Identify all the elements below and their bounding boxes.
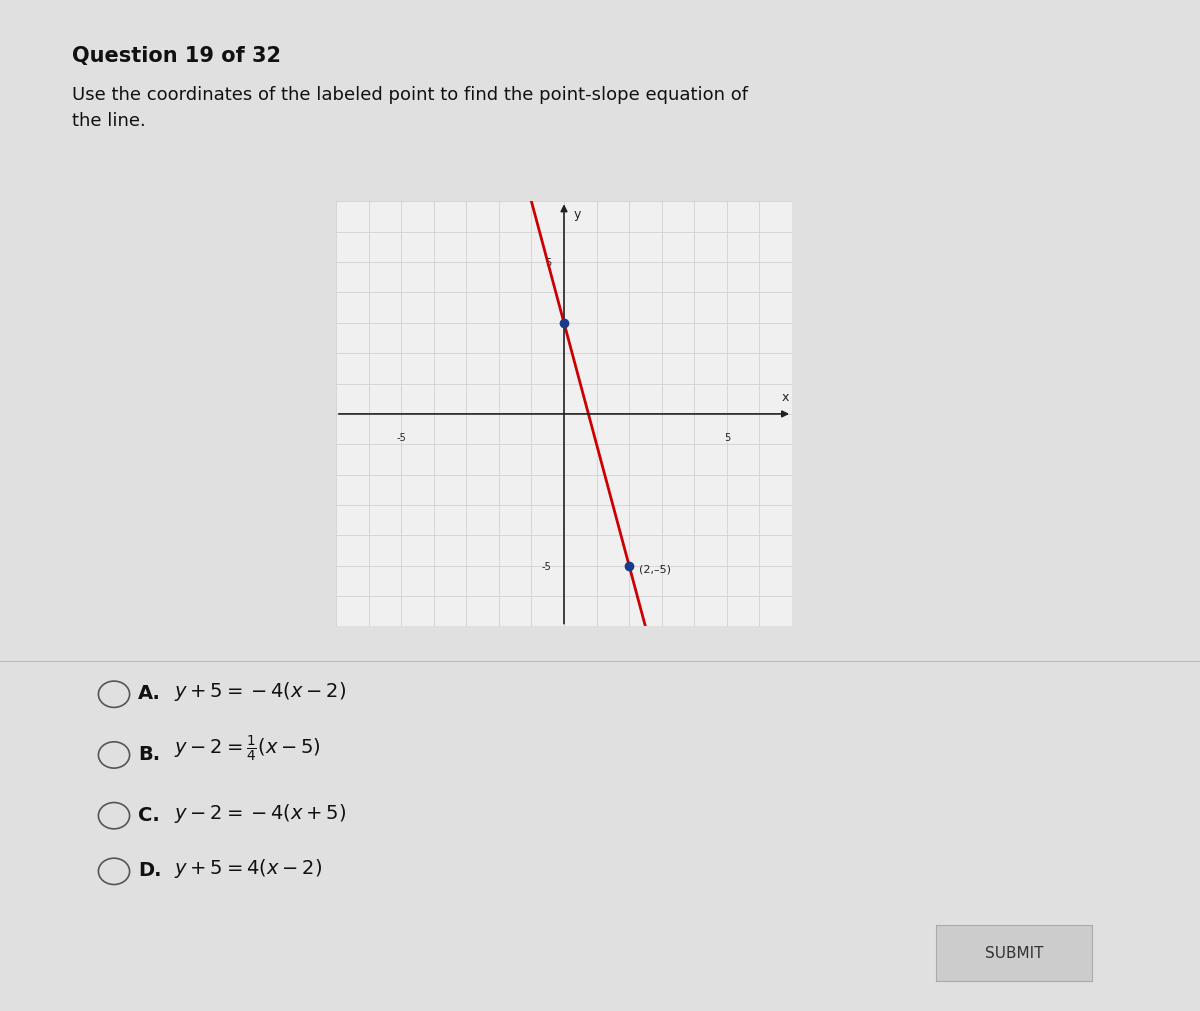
Text: C.: C. <box>138 805 160 824</box>
Text: -5: -5 <box>396 433 406 443</box>
Text: (2,–5): (2,–5) <box>638 564 671 574</box>
Text: $y + 5 = -4(x - 2)$: $y + 5 = -4(x - 2)$ <box>174 679 346 703</box>
Text: SUBMIT: SUBMIT <box>985 945 1043 960</box>
Text: y: y <box>574 208 581 221</box>
Text: x: x <box>781 391 788 403</box>
Text: 5: 5 <box>545 258 551 268</box>
Text: $y - 2 = \frac{1}{4}(x - 5)$: $y - 2 = \frac{1}{4}(x - 5)$ <box>174 733 320 763</box>
Text: -5: -5 <box>541 561 551 571</box>
Text: B.: B. <box>138 744 160 763</box>
Text: Use the coordinates of the labeled point to find the point-slope equation of
the: Use the coordinates of the labeled point… <box>72 86 748 130</box>
Text: A.: A. <box>138 683 161 703</box>
Text: Question 19 of 32: Question 19 of 32 <box>72 45 281 66</box>
Text: $y - 2 = -4(x + 5)$: $y - 2 = -4(x + 5)$ <box>174 801 346 824</box>
Text: D.: D. <box>138 860 162 880</box>
Text: 5: 5 <box>724 433 730 443</box>
Text: $y + 5 = 4(x - 2)$: $y + 5 = 4(x - 2)$ <box>174 856 322 880</box>
